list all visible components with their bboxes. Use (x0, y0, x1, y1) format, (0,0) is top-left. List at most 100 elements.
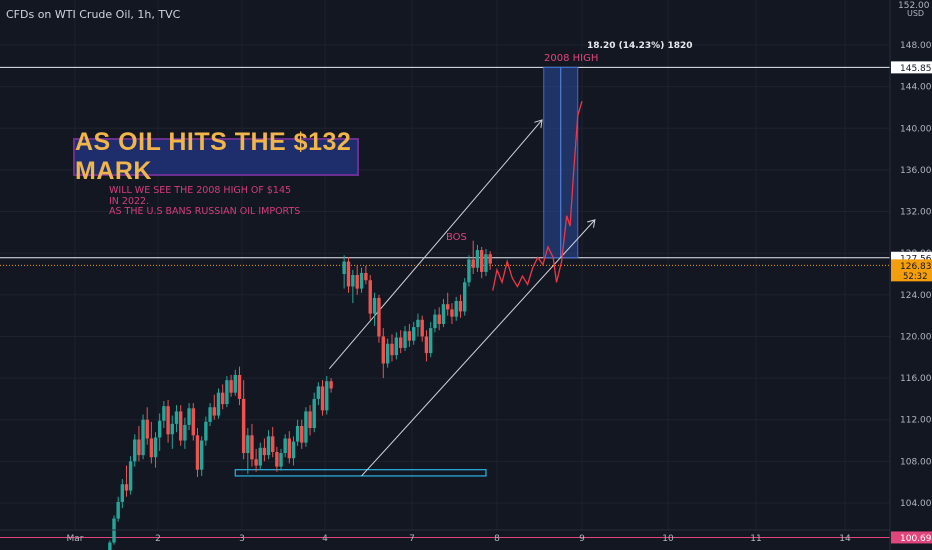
price-tick-label: 148.00 (900, 41, 932, 51)
candle-body (116, 501, 120, 519)
candle-body (149, 438, 154, 458)
candle-body (145, 419, 149, 439)
candle-body (342, 261, 346, 274)
candle-body (254, 459, 258, 466)
candle-body (291, 441, 296, 459)
trendline-arrowhead (534, 119, 543, 128)
trendline (361, 219, 596, 477)
candle-body (266, 436, 271, 456)
candle-body (433, 314, 437, 329)
candle-body (312, 398, 316, 429)
candle-body (162, 406, 166, 421)
time-axis[interactable]: Mar 2 3 4 7 8 9 10 11 14 (0, 529, 890, 544)
price-tick-label: 132.00 (900, 208, 932, 218)
candle-body (316, 386, 321, 399)
price-tag-current: 126.83 (900, 262, 932, 272)
candle-body (178, 411, 183, 441)
measure-label: 18.20 (14.23%) 1820 (587, 41, 693, 51)
candle-body (446, 304, 450, 310)
candle-body (320, 386, 325, 411)
price-tag-current-bg (891, 259, 932, 282)
candle-body (166, 406, 170, 435)
candle-body (407, 331, 412, 341)
candle-body (204, 421, 208, 441)
price-tag-countdown: 52:32 (903, 272, 928, 282)
candle-body (484, 254, 488, 272)
candle-body (351, 275, 355, 287)
candle-body (191, 408, 195, 436)
high-2008-label: 2008 HIGH (544, 53, 599, 64)
candle-body (295, 425, 300, 442)
price-tick-label: 144.00 (900, 83, 932, 93)
headline-annotation[interactable]: AS OIL HITS THE $132 MARK (73, 128, 359, 185)
candle-body (279, 453, 283, 467)
time-tick-label: Mar (67, 534, 84, 544)
trendline (328, 119, 543, 370)
candle-body (220, 392, 225, 405)
candle-body (133, 439, 137, 462)
price-tick-label: 152.00 (898, 1, 930, 11)
candle-body (368, 280, 372, 314)
candle-body (372, 297, 377, 314)
horizontal-levels (0, 66, 890, 538)
note-line: WILL WE SEE THE 2008 HIGH OF $145 (109, 185, 292, 196)
candle-body (112, 518, 116, 543)
time-tick-label: 10 (662, 534, 674, 544)
drawing-boxes (234, 66, 579, 477)
candle-body (128, 461, 133, 491)
candle-body (488, 254, 492, 264)
candle-body (283, 438, 287, 454)
candle-body (233, 374, 237, 393)
price-tick-label: 124.00 (900, 291, 932, 301)
candlesticks (108, 240, 492, 550)
candle-body (480, 250, 484, 272)
candle-body (377, 297, 381, 337)
candle-body (137, 439, 141, 456)
candle-body (454, 301, 458, 317)
candle-body (416, 319, 420, 328)
support-box (234, 469, 487, 477)
candle-body (458, 301, 463, 312)
candle-body (420, 319, 424, 337)
price-tag-low-bg (891, 531, 932, 544)
candle-body (187, 408, 191, 425)
candle-body (275, 451, 279, 467)
price-tag-low: 100.69 (900, 534, 932, 544)
projection-path (492, 101, 583, 291)
candle-body (475, 250, 480, 268)
time-tick-label: 8 (494, 534, 500, 544)
note-annotation[interactable]: WILL WE SEE THE 2008 HIGH OF $145 IN 202… (109, 185, 300, 218)
time-tick-label: 11 (750, 534, 761, 544)
candle-body (141, 419, 145, 456)
candle-body (329, 381, 333, 389)
candle-body (262, 447, 267, 456)
candle-body (463, 282, 467, 312)
time-tick-label: 14 (839, 534, 851, 544)
candle-body (212, 407, 216, 416)
price-tick-label: 116.00 (900, 374, 932, 384)
candle-body (398, 337, 403, 348)
candle-body (258, 447, 262, 466)
candle-body (183, 424, 187, 441)
price-tick-label: 104.00 (900, 499, 932, 509)
candle-body (304, 411, 308, 443)
time-tick-label: 4 (322, 534, 328, 544)
candle-body (381, 336, 385, 364)
candle-body (229, 380, 233, 393)
candle-body (437, 314, 441, 324)
symbol-title[interactable]: CFDs on WTI Crude Oil, 1h, TVC (6, 8, 181, 21)
candle-body (157, 420, 162, 438)
candle-body (225, 380, 229, 405)
candle-body (424, 336, 429, 354)
price-tick-label: 136.00 (900, 166, 932, 176)
candle-body (467, 259, 471, 283)
projection-line (492, 101, 583, 291)
candle-body (355, 275, 359, 289)
price-tick-label: 112.00 (900, 416, 932, 426)
price-tag-bos: 127.56 (900, 254, 932, 264)
candle-body (403, 331, 407, 348)
candle-body (195, 435, 200, 470)
